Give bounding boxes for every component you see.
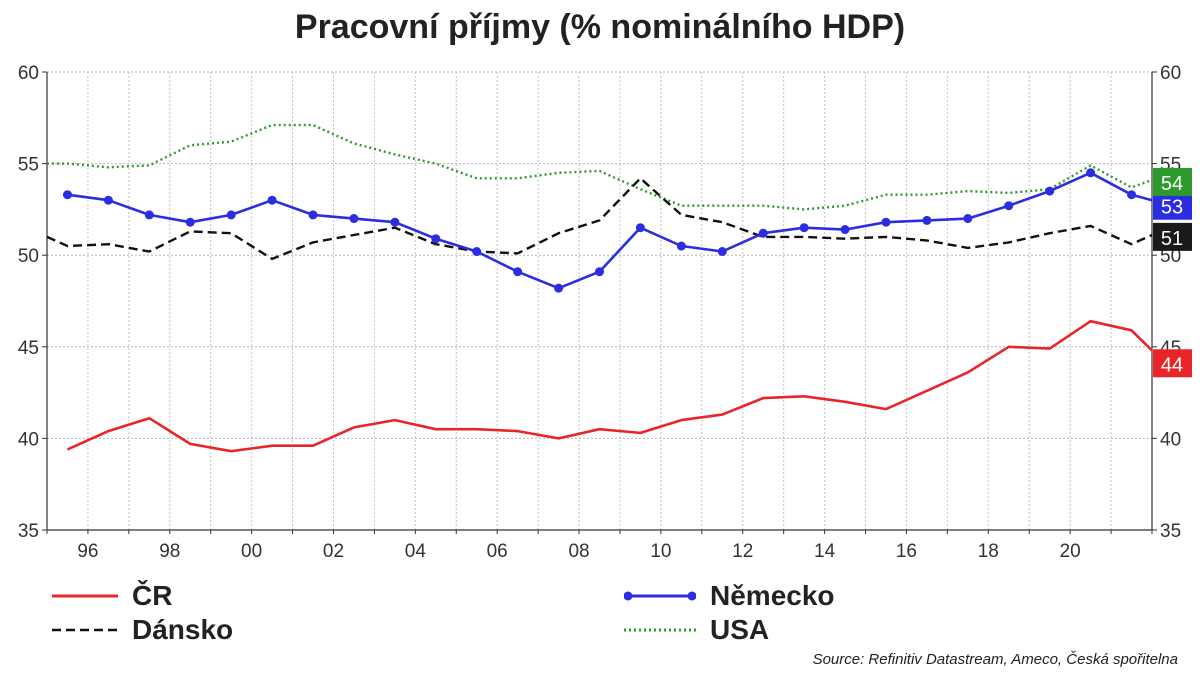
y-tick-label-left: 55 — [18, 155, 39, 176]
series-point-nemecko — [308, 210, 318, 220]
series-point-nemecko — [840, 225, 850, 235]
y-tick-label-left: 40 — [18, 429, 39, 450]
series-point-nemecko — [1004, 201, 1014, 211]
end-label-bg-cr — [1153, 349, 1192, 378]
series-point-nemecko — [595, 267, 604, 277]
x-axis: 96 98 00 02 04 06 08 10 12 14 16 18 20 — [77, 541, 1080, 562]
y-tick-label-left: 50 — [18, 246, 39, 267]
series-point-nemecko — [513, 267, 523, 277]
end-label-dansko: 51 — [1161, 228, 1183, 250]
source-note: Source: Refinitiv Datastream, Ameco, Čes… — [812, 651, 1178, 668]
series-point-nemecko — [963, 214, 973, 224]
end-label-bg-usa — [1153, 167, 1192, 196]
series-line-cr — [66, 319, 1153, 453]
y-tick-label-left: 45 — [18, 338, 39, 359]
series-line-usa — [47, 123, 1153, 211]
series-line-dansko — [46, 177, 1153, 261]
x-tick-label: 02 — [323, 541, 344, 562]
end-label-cr: 44 — [1161, 354, 1183, 376]
series-point-nemecko — [676, 241, 686, 251]
series-line-nemecko — [67, 171, 1153, 290]
series-point-nemecko — [267, 195, 277, 205]
series-point-nemecko — [472, 247, 482, 257]
legend-label-nemecko: Německo — [710, 580, 835, 611]
legend-swatch-usa — [624, 628, 696, 632]
legend-swatch-nemecko — [624, 591, 696, 601]
series-point-nemecko — [717, 247, 727, 257]
x-tick-label: 14 — [814, 541, 836, 562]
x-tick-label: 04 — [405, 541, 427, 562]
series-point-nemecko — [349, 214, 359, 224]
y-tick-label-right: 50 — [1160, 246, 1181, 267]
x-tick-label: 10 — [650, 541, 671, 562]
end-label-bg-nemecko — [1153, 191, 1192, 220]
x-tick-label: 08 — [568, 541, 589, 562]
series-point-nemecko — [144, 210, 154, 220]
axes — [42, 71, 1157, 534]
x-tick-label: 18 — [978, 541, 999, 562]
series-point-nemecko — [799, 223, 809, 233]
series-point-nemecko — [226, 210, 236, 220]
chart-title: Pracovní příjmy (% nominálního HDP) — [294, 8, 906, 46]
legend-swatch-dansko — [52, 628, 118, 632]
end-labels: 44 53 51 54 — [1153, 167, 1192, 378]
end-label-nemecko: 53 — [1161, 197, 1183, 219]
legend-swatch-cr — [52, 594, 118, 598]
series-point-nemecko — [1127, 190, 1137, 200]
legend-label-cr: ČR — [132, 580, 173, 611]
y-tick-label-left: 35 — [18, 521, 39, 542]
series-group — [46, 123, 1153, 453]
grid-lines — [46, 71, 1153, 531]
legend-item-cr: ČR — [52, 580, 172, 612]
series-point-nemecko — [390, 217, 400, 227]
series-point-nemecko — [758, 228, 768, 238]
legend-item-usa: USA — [624, 614, 769, 646]
series-point-nemecko — [431, 234, 441, 244]
y-tick-label-right: 35 — [1160, 521, 1181, 542]
series-point-nemecko — [554, 283, 564, 293]
x-tick-label: 16 — [896, 541, 917, 562]
x-tick-label: 98 — [159, 541, 180, 562]
y-axis-left: 35 40 45 50 55 60 — [18, 63, 39, 542]
series-point-nemecko — [922, 215, 932, 225]
y-tick-label-right: 60 — [1160, 63, 1181, 84]
x-tick-label: 12 — [732, 541, 753, 562]
legend-label-dansko: Dánsko — [132, 614, 234, 645]
series-point-nemecko — [881, 217, 891, 227]
legend-item-nemecko: Německo — [624, 580, 835, 612]
x-tick-label: 00 — [241, 541, 262, 562]
series-point-nemecko — [1086, 168, 1096, 178]
end-label-usa: 54 — [1161, 173, 1183, 195]
x-tick-label: 96 — [77, 541, 98, 562]
legend-label-usa: USA — [710, 614, 770, 645]
plot-area — [47, 72, 1152, 530]
series-point-nemecko — [62, 190, 72, 200]
x-tick-label: 06 — [487, 541, 508, 562]
y-tick-label-left: 60 — [18, 63, 39, 84]
series-point-nemecko — [103, 195, 113, 205]
y-tick-label-right: 40 — [1160, 429, 1181, 450]
series-point-nemecko — [635, 223, 645, 233]
end-label-bg-dansko — [1153, 222, 1192, 251]
series-point-nemecko — [1045, 186, 1055, 196]
series-point-nemecko — [185, 217, 195, 227]
legend-item-dansko: Dánsko — [52, 614, 233, 646]
x-tick-label: 20 — [1060, 541, 1081, 562]
